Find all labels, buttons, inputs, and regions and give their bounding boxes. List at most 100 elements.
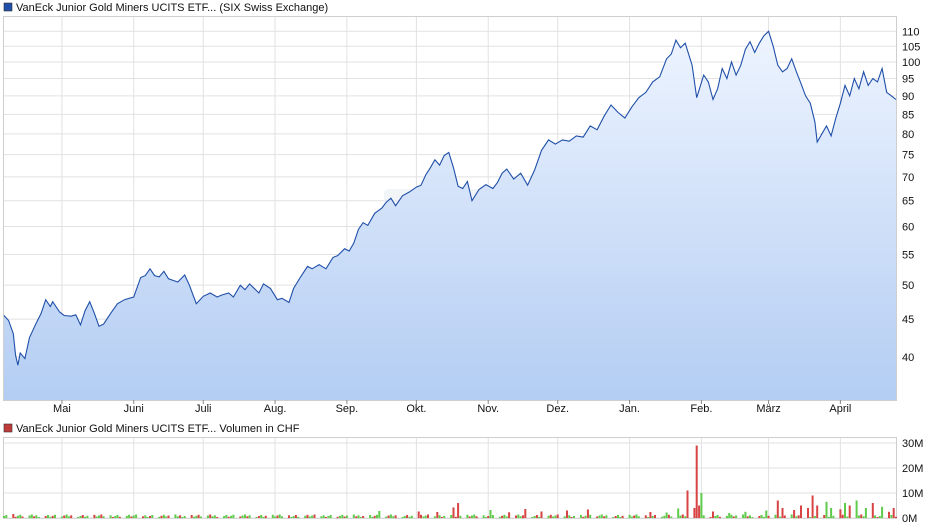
volume-bar	[183, 516, 186, 518]
volume-bar	[519, 516, 522, 519]
volume-bar	[888, 511, 890, 519]
volume-bar	[466, 514, 469, 519]
volume-bar	[619, 516, 622, 519]
volume-bar	[371, 516, 374, 519]
volume-bar	[144, 515, 147, 519]
volume-bar	[482, 515, 485, 519]
volume-bar	[179, 515, 182, 519]
volume-bar	[174, 514, 177, 518]
volume-bar	[647, 517, 650, 518]
volume-bar	[274, 516, 277, 518]
month-label: Okt.	[406, 403, 426, 415]
volume-bar	[100, 514, 103, 518]
volume-bar	[698, 505, 701, 518]
volume-bar	[547, 515, 550, 519]
volume-bar	[725, 515, 728, 519]
month-label: Feb.	[690, 403, 712, 415]
volume-bar	[81, 515, 84, 518]
volume-bar	[487, 516, 490, 518]
volume-bar	[605, 515, 608, 519]
volume-bar	[209, 514, 212, 518]
volume-bar	[552, 516, 555, 518]
volume-bar	[199, 516, 202, 518]
volume-bar	[871, 503, 874, 518]
volume-bar	[566, 510, 568, 518]
volume-bar	[614, 516, 617, 518]
volume-bar	[570, 517, 573, 518]
volume-bar	[684, 516, 687, 519]
volume-bar	[735, 515, 738, 518]
volume-bar	[385, 516, 388, 518]
volume-bar	[211, 516, 214, 519]
volume-bar	[862, 516, 865, 519]
volume-bar	[394, 515, 397, 519]
volume-bar	[538, 516, 541, 519]
price-legend-label: VanEck Junior Gold Miners UCITS ETF... (…	[16, 2, 328, 14]
month-label: Mai	[53, 403, 71, 415]
volume-bar	[790, 514, 793, 518]
volume-bar	[450, 515, 453, 518]
volume-bar	[378, 511, 381, 518]
volume-bar	[16, 515, 19, 519]
price-y-axis: 40 45 50 55 60 65 70 75 80 85 90 95 100 105 110	[902, 26, 920, 364]
volume-bar	[876, 517, 879, 518]
volume-bar	[505, 516, 508, 518]
volume-bar	[702, 515, 705, 519]
volume-bar	[225, 515, 228, 518]
volume-bar	[292, 516, 295, 518]
volume-bar	[232, 514, 235, 519]
volume-bar	[197, 514, 200, 519]
price-y-tick-label: 70	[902, 172, 914, 184]
volume-bar	[807, 508, 809, 518]
volume-bar	[230, 515, 233, 519]
price-y-tick-label: 50	[902, 280, 914, 292]
volume-bar	[359, 517, 362, 518]
volume-bar	[767, 515, 770, 519]
price-y-tick-label: 60	[902, 221, 914, 233]
volume-bar	[440, 517, 443, 518]
month-label: Aug.	[264, 403, 287, 415]
volume-bar	[116, 515, 119, 518]
volume-bar	[584, 515, 587, 519]
volume-bar	[77, 517, 80, 518]
volume-bar	[681, 514, 684, 518]
volume-bar	[827, 516, 830, 519]
price-area	[4, 31, 896, 401]
volume-bar	[406, 515, 409, 518]
volume-bar	[860, 514, 863, 518]
volume-bar	[895, 516, 897, 519]
volume-bar	[628, 514, 631, 519]
volume-y-axis: 0M 10M 20M 30M	[902, 438, 923, 525]
price-y-tick-label: 55	[902, 249, 914, 261]
volume-bar	[264, 515, 267, 519]
volume-bar	[848, 505, 851, 518]
volume-bar	[841, 514, 844, 519]
volume-bar	[749, 515, 751, 519]
volume-bar	[47, 515, 49, 518]
volume-bar	[227, 516, 230, 519]
volume-bar	[132, 515, 135, 518]
volume-bar	[223, 516, 226, 518]
volume-bar	[65, 514, 68, 518]
volume-bar	[746, 516, 749, 519]
volume-bar	[582, 516, 585, 519]
price-legend-swatch	[3, 2, 13, 12]
volume-bar	[630, 516, 633, 518]
volume-bar	[864, 508, 867, 518]
volume-bar	[336, 516, 339, 519]
volume-bar	[686, 490, 689, 518]
volume-bar	[181, 517, 184, 518]
volume-bar	[718, 516, 721, 519]
volume-bar	[830, 508, 833, 518]
volume-bar	[176, 516, 179, 519]
volume-bar	[44, 516, 47, 518]
volume-bar	[644, 515, 647, 519]
volume-bar	[667, 514, 670, 519]
volume-bar	[637, 516, 640, 519]
volume-bar	[661, 516, 663, 519]
volume-bar	[839, 509, 842, 519]
volume-bar	[793, 510, 796, 518]
volume-bar	[241, 515, 244, 518]
volume-bar	[844, 503, 846, 518]
volume-bar	[438, 515, 441, 519]
